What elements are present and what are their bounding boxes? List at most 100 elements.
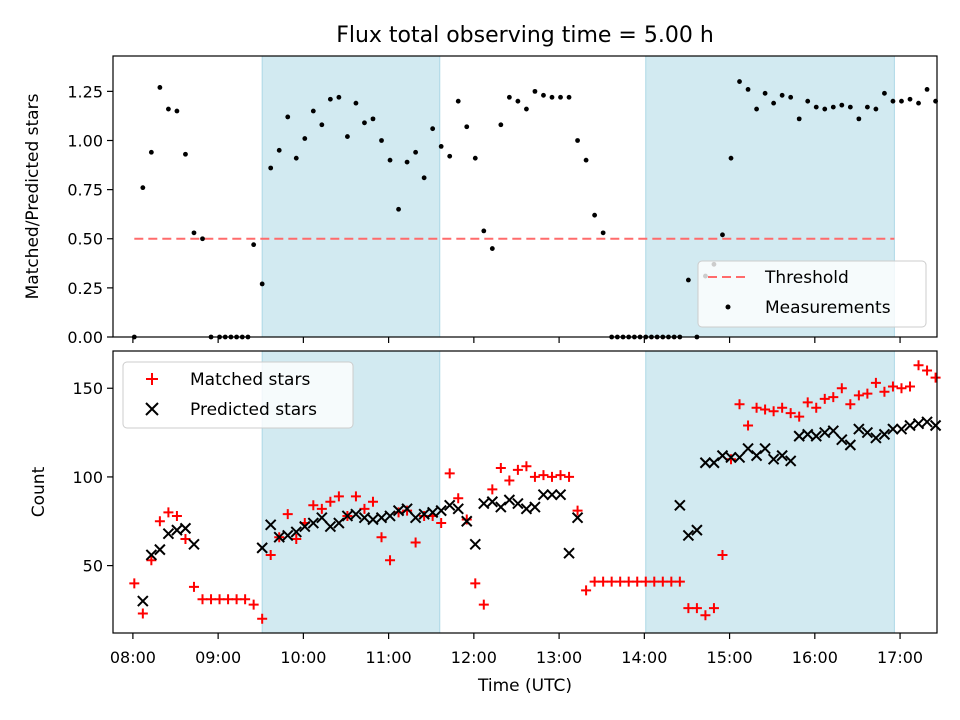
matched-star-point	[495, 463, 506, 474]
predicted-star-point	[529, 501, 541, 513]
legend-matched-label: Matched stars	[190, 370, 310, 390]
matched-star-point	[180, 534, 191, 544]
matched-star-point	[708, 603, 719, 614]
predicted-star-point	[341, 510, 354, 522]
matched-star-point	[581, 585, 592, 596]
matched-star-point	[649, 576, 660, 587]
predicted-star-point	[469, 538, 481, 551]
measurement-point	[379, 138, 384, 143]
matched-star-point	[137, 608, 148, 619]
predicted-star-point	[384, 510, 396, 522]
bottom-legend: Matched stars Predicted stars	[122, 361, 354, 429]
measurement-point	[464, 124, 470, 130]
measurement-point	[583, 157, 589, 163]
predicted-star-point	[333, 517, 345, 529]
predicted-star-point	[708, 457, 720, 469]
measurement-point	[285, 114, 291, 120]
matched-star-point	[632, 576, 643, 587]
predicted-star-point	[870, 432, 882, 444]
measurement-point	[506, 94, 512, 100]
legend-predicted-label: Predicted stars	[190, 400, 317, 420]
matched-star-point	[231, 594, 242, 605]
measurement-point	[327, 96, 333, 102]
predicted-star-point	[810, 430, 822, 442]
legend-threshold-label: Threshold	[764, 268, 849, 288]
matched-star-point	[214, 594, 225, 605]
predicted-star-point	[674, 499, 686, 512]
measurement-point	[387, 157, 393, 163]
measurement-point	[174, 108, 180, 114]
predicted-star-point	[307, 517, 320, 529]
bottom-panel: 50 100 150 08:00 09:00 10:00 11:00 12:00 13:00 1…	[29, 350, 942, 696]
predicted-star-point	[733, 451, 746, 464]
predicted-star-point	[503, 494, 516, 506]
measurement-point	[498, 122, 504, 128]
predicted-star-point	[912, 418, 925, 430]
measurement-point	[524, 106, 529, 112]
shaded-region	[645, 350, 895, 634]
measurement-point	[745, 87, 751, 92]
matched-star-point	[188, 581, 199, 592]
y-tick-label: 0.25	[67, 279, 103, 298]
measurement-point	[268, 165, 274, 171]
measurement-point	[447, 153, 453, 159]
matched-star-point	[367, 496, 378, 507]
measurement-point	[762, 90, 768, 96]
matched-star-point	[700, 610, 711, 621]
x-tick-label: 15:00	[707, 648, 753, 667]
predicted-star-point	[264, 519, 277, 531]
predicted-star-point	[836, 433, 848, 446]
measurement-point	[472, 155, 478, 161]
predicted-star-point	[350, 508, 362, 520]
predicted-star-point	[171, 524, 183, 536]
predicted-star-point	[162, 527, 175, 540]
predicted-star-point	[776, 449, 788, 462]
predicted-star-point	[784, 455, 797, 467]
top-y-axis: 0.00 0.25 0.50 0.75 1.00 1.25	[67, 82, 113, 347]
x-tick-label: 09:00	[195, 648, 241, 667]
bottom-plot-frame	[112, 350, 938, 634]
measurement-point	[737, 79, 742, 84]
matched-star-point	[171, 510, 182, 521]
y-tick-label: 0.75	[67, 181, 103, 200]
matched-star-point	[751, 402, 762, 413]
matched-star-point	[546, 471, 557, 482]
matched-star-point	[206, 594, 217, 605]
matched-star-point	[734, 399, 745, 410]
predicted-star-point	[443, 499, 456, 512]
predicted-star-point	[299, 520, 311, 533]
matched-star-point	[402, 505, 413, 516]
measurement-point	[353, 100, 359, 106]
measurement-point	[796, 116, 802, 122]
matched-star-point	[487, 484, 498, 495]
top-plot-frame	[112, 55, 938, 338]
measurement-point	[166, 106, 171, 112]
matched-star-point	[606, 576, 617, 587]
matched-star-point	[572, 505, 583, 516]
measurement-point	[924, 87, 930, 92]
predicted-star-point	[750, 449, 763, 462]
matched-star-point	[376, 532, 387, 543]
measurement-point	[566, 94, 572, 100]
matched-star-point	[129, 578, 140, 589]
predicted-star-point	[699, 457, 712, 469]
measurement-point	[822, 106, 828, 112]
predicted-stars-series	[137, 416, 942, 607]
predicted-star-point	[409, 512, 422, 524]
matched-star-point	[666, 576, 677, 587]
matched-star-point	[887, 381, 898, 392]
measurement-point	[362, 120, 367, 126]
x-tick-label: 08:00	[110, 648, 156, 667]
matched-star-point	[529, 471, 540, 482]
matched-star-point	[265, 549, 276, 560]
top-x-tick-marks	[132, 337, 901, 343]
predicted-star-point	[145, 549, 158, 561]
bottom-legend-box	[122, 361, 354, 429]
matched-star-point	[836, 383, 847, 394]
matched-star-point	[146, 555, 157, 566]
predicted-star-point	[520, 503, 533, 515]
predicted-star-point	[358, 512, 371, 524]
measurement-point	[293, 155, 299, 161]
matched-star-point	[512, 464, 523, 475]
